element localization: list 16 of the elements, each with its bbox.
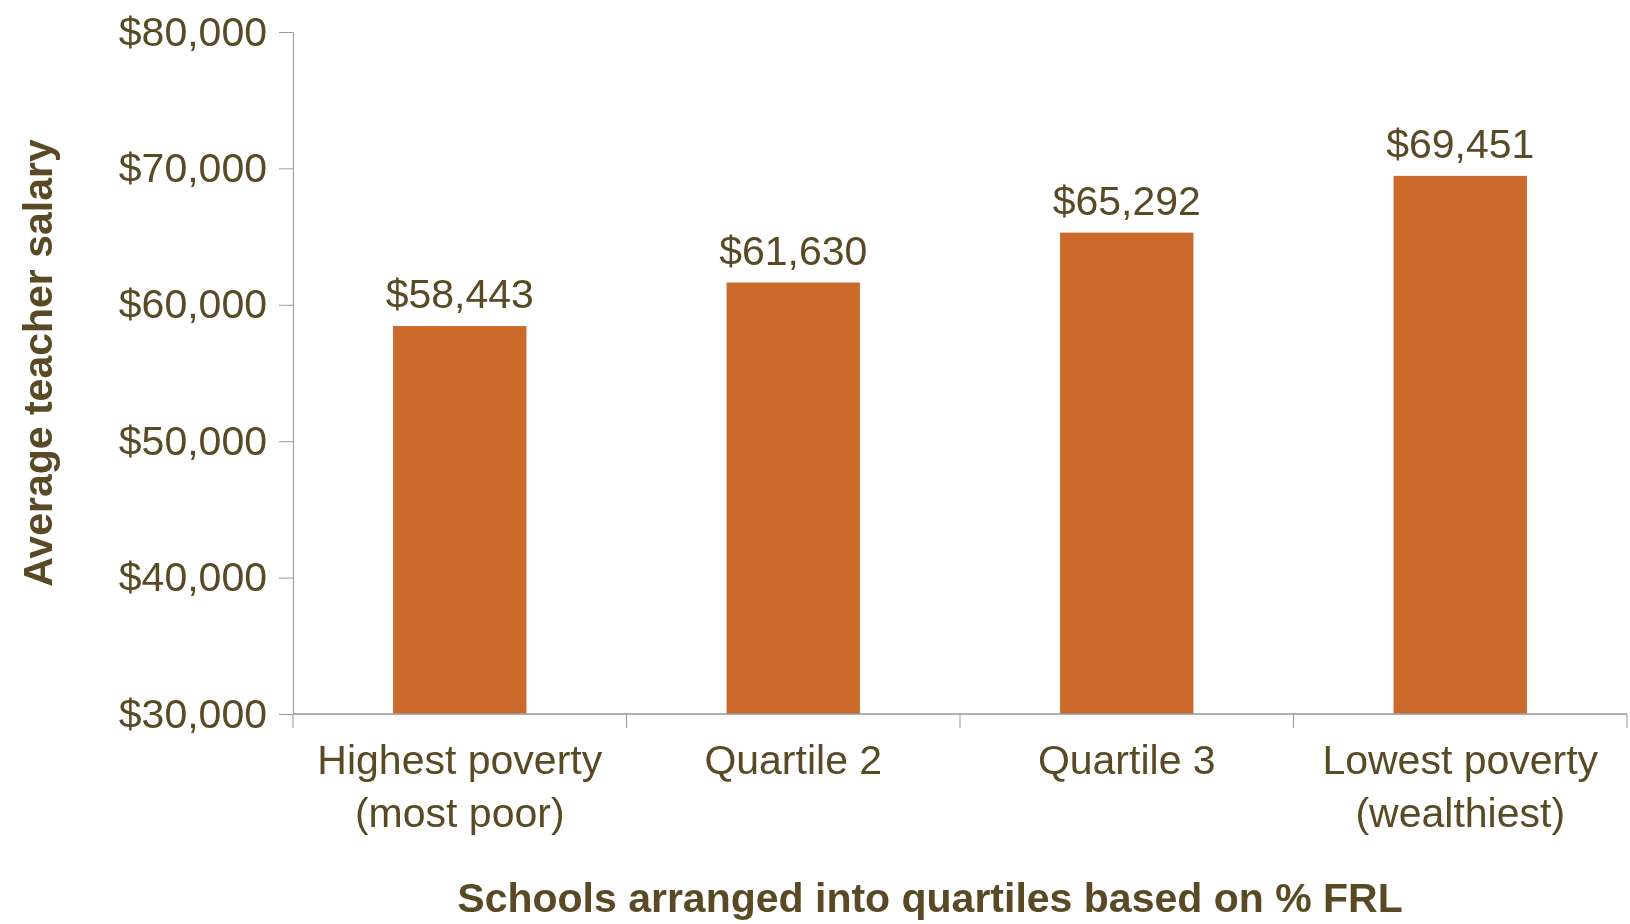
y-tick-label: $70,000: [118, 145, 267, 192]
data-label: $69,451: [1386, 120, 1535, 167]
y-tick-label: $30,000: [118, 690, 267, 737]
data-label: $65,292: [1052, 177, 1201, 224]
x-tick-label: Quartile 3: [1037, 737, 1216, 783]
y-tick-label: $60,000: [118, 281, 267, 328]
x-axis-title: Schools arranged into quartiles based on % FRL: [457, 875, 1403, 921]
y-tick-label: $40,000: [118, 554, 267, 601]
x-tick-label: Quartile 2: [704, 737, 883, 783]
x-tick-label: Highest poverty (most poor): [317, 737, 603, 837]
data-label: $61,630: [719, 227, 868, 274]
x-tick-label: Lowest poverty (wealthiest): [1322, 737, 1599, 837]
data-label: $58,443: [385, 271, 534, 318]
y-tick-label: $80,000: [118, 8, 267, 55]
y-tick-label: $50,000: [118, 417, 267, 464]
y-axis-title: Average teacher salary: [15, 139, 61, 587]
